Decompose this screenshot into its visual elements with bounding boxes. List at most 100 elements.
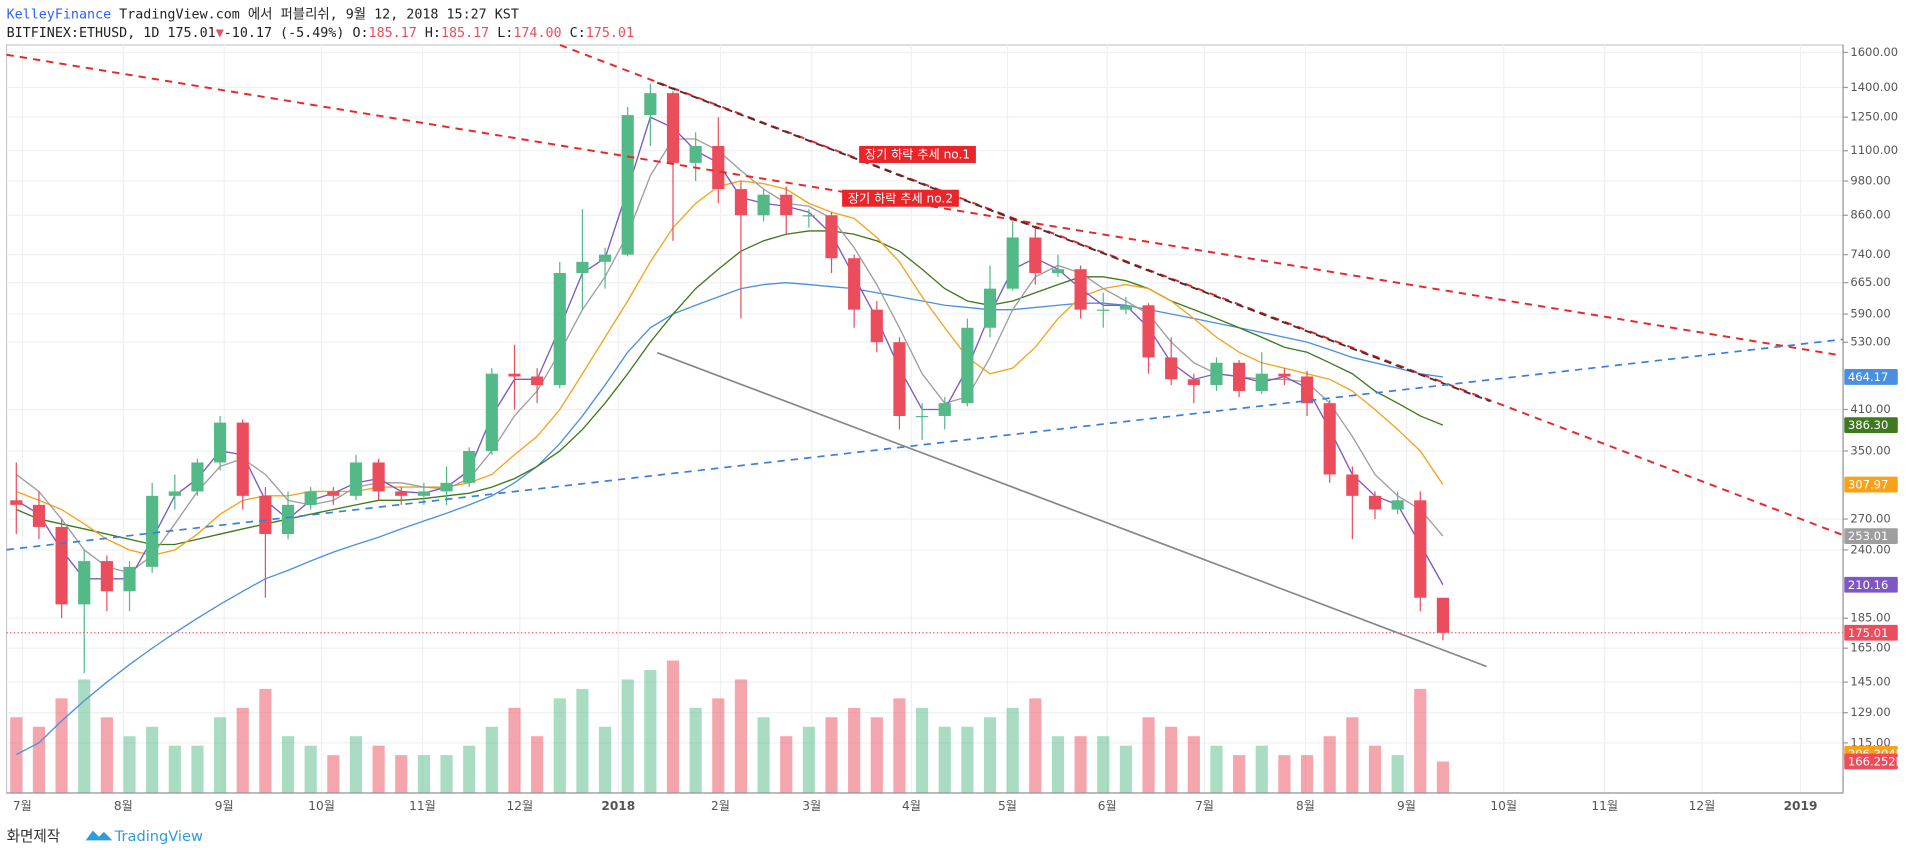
header-line: KelleyFinance TradingView.com 에서 퍼블리쉬, 9… xyxy=(7,7,519,23)
candle-body xyxy=(372,462,385,492)
candle-body xyxy=(644,93,657,116)
volume-bar xyxy=(1074,736,1087,793)
volume-bar xyxy=(1142,717,1155,793)
symbol: BITFINEX:ETHUSD, 1D 175.01 xyxy=(7,26,216,41)
volume-bar xyxy=(1346,717,1359,793)
y-tick-label: 165.00 xyxy=(1850,641,1890,655)
ohlc-key: H: xyxy=(425,26,441,41)
footer-bg xyxy=(0,820,1908,855)
candle-body xyxy=(463,450,476,483)
axis-layer: 1600.00 1400.00 1250.00 1100.00 980.00 860.00… xyxy=(6,45,1904,813)
volume-bar xyxy=(1368,745,1382,793)
price-badge xyxy=(1844,476,1898,493)
logo[interactable] xyxy=(85,830,113,841)
volume-bar xyxy=(417,755,430,793)
candle-body xyxy=(893,342,906,416)
candle-body xyxy=(281,504,295,535)
candle-body xyxy=(1142,305,1155,358)
volume-bar xyxy=(304,745,317,793)
candle-body xyxy=(327,491,340,496)
moving-average xyxy=(15,281,1444,756)
candle-body xyxy=(78,561,91,605)
candle-body xyxy=(961,327,974,404)
volume-bar xyxy=(10,717,23,793)
candle-body xyxy=(214,422,227,463)
volume-bar xyxy=(757,717,770,793)
x-tick-label: 11월 xyxy=(409,799,436,813)
y-tick-label: 1100.00 xyxy=(1850,143,1898,157)
candle-body xyxy=(757,194,770,216)
candle-body xyxy=(1097,309,1110,311)
candle-body xyxy=(938,403,951,416)
volume-bar xyxy=(168,745,181,793)
volume-bar xyxy=(1323,736,1336,793)
candle-body xyxy=(440,482,453,492)
ohlc-value: 174.00 xyxy=(513,26,561,41)
volume-bar xyxy=(598,726,612,793)
x-tick-label: 3월 xyxy=(802,799,821,813)
volume-bar xyxy=(1414,688,1427,793)
candle-body xyxy=(598,254,612,262)
publisher[interactable]: KelleyFinance xyxy=(7,8,112,23)
candle-body xyxy=(825,215,838,259)
candle-body xyxy=(485,373,498,451)
y-tick-label: 145.00 xyxy=(1850,675,1890,689)
trend-line xyxy=(6,338,1844,551)
x-tick-label: 2월 xyxy=(711,799,730,813)
moving-average xyxy=(16,230,1444,546)
volume-bar xyxy=(259,688,272,793)
price-badge-label: 210.16 xyxy=(1848,578,1888,592)
volume-bar xyxy=(621,679,634,793)
annotation-text: 장기 하락 추세 no.1 xyxy=(865,148,970,162)
candle-body xyxy=(1300,376,1314,404)
volume-bar xyxy=(440,755,453,793)
x-tick-label: 7월 xyxy=(13,799,32,813)
price-badge-label: 175.01 xyxy=(1848,626,1888,640)
price-badge xyxy=(1844,369,1898,385)
candle-body xyxy=(916,415,929,418)
x-tick-label: 2019 xyxy=(1784,799,1818,813)
candle-body xyxy=(983,288,997,328)
candle-body xyxy=(146,495,159,567)
x-tick-label: 12월 xyxy=(506,799,533,813)
y-tick-label: 740.00 xyxy=(1850,247,1890,261)
volume-bar xyxy=(55,698,68,793)
volume-bar xyxy=(32,726,46,793)
candle-body xyxy=(531,376,544,386)
ohlc-value: 185.17 xyxy=(369,26,417,41)
y-tick-label: 129.00 xyxy=(1850,705,1890,719)
volume-bar xyxy=(395,755,408,793)
candle-body xyxy=(123,566,136,592)
ohlc-value: 185.17 xyxy=(441,26,489,41)
volume-bar xyxy=(327,755,340,793)
candle-body xyxy=(304,491,317,505)
volume-bar xyxy=(281,736,295,793)
candle-body xyxy=(236,422,249,496)
candle-body xyxy=(349,462,363,496)
volume-bar xyxy=(802,726,815,793)
annotation-box xyxy=(842,189,959,207)
candle-body xyxy=(1368,495,1382,510)
ohlc-key: O: xyxy=(352,26,368,41)
volume-bar xyxy=(1255,745,1268,793)
volume-bar xyxy=(553,698,566,793)
candle-body xyxy=(10,500,23,505)
footer-link[interactable]: TradingView xyxy=(114,828,203,845)
volume-bar xyxy=(1051,736,1065,793)
candle-body xyxy=(55,526,68,605)
price-badge-label: 386.30 xyxy=(1848,418,1888,432)
candle-body xyxy=(1006,237,1019,289)
x-tick-label: 11월 xyxy=(1591,799,1618,813)
x-tick-label: 7월 xyxy=(1195,799,1214,813)
price-badge xyxy=(1844,624,1898,641)
candle-body xyxy=(848,258,861,310)
volume-bar xyxy=(100,717,113,793)
y-tick-label: 185.00 xyxy=(1850,611,1890,625)
volume-bar xyxy=(1278,755,1291,793)
trend-line xyxy=(656,351,1488,668)
candle-body xyxy=(508,373,521,377)
volume-bar xyxy=(146,726,159,793)
y-tick-label: 665.00 xyxy=(1850,275,1890,289)
volume-bar xyxy=(1006,707,1019,793)
